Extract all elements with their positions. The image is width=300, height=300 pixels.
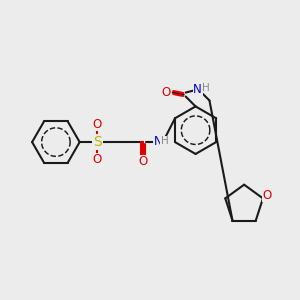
- Text: O: O: [93, 153, 102, 167]
- Text: N: N: [154, 135, 162, 148]
- Text: O: O: [262, 189, 272, 202]
- Text: H: H: [202, 82, 209, 93]
- Text: H: H: [161, 136, 169, 146]
- Text: S: S: [93, 135, 102, 149]
- Text: O: O: [93, 118, 102, 131]
- Text: N: N: [193, 83, 202, 96]
- Text: O: O: [161, 86, 170, 99]
- Text: O: O: [138, 155, 148, 168]
